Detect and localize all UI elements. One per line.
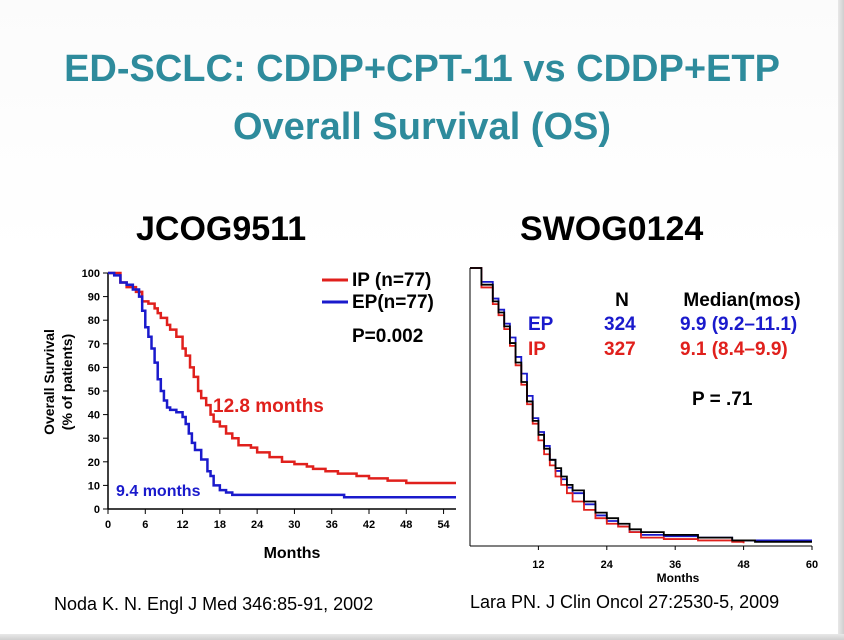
left-series-line-ip xyxy=(108,271,456,485)
left-study-label: JCOG9511 xyxy=(136,210,307,248)
right-x-tick-label: 48 xyxy=(737,559,749,571)
right-citation: Lara PN. J Clin Oncol 27:2530-5, 2009 xyxy=(470,592,780,612)
table-row-ip-arm: IP xyxy=(528,339,546,360)
left-y-tick-label: 90 xyxy=(88,292,100,304)
left-y-tick-label: 60 xyxy=(88,362,100,374)
right-km-chart: 12 24 36 48 60 Months N Median(mos) EP 324 9… xyxy=(469,267,818,585)
left-x-tick-label: 12 xyxy=(176,519,188,531)
legend-ip-label: IP (n=77) xyxy=(352,270,431,291)
left-y-tick-label: 100 xyxy=(82,268,100,280)
right-series-line-1 xyxy=(470,267,745,544)
left-p-value: P=0.002 xyxy=(352,326,423,347)
right-x-tick-label: 60 xyxy=(806,559,818,571)
table-row-ep-n: 324 xyxy=(604,314,636,335)
left-x-tick-label: 18 xyxy=(214,519,226,531)
left-x-tick-label: 36 xyxy=(326,519,338,531)
right-series-line-2 xyxy=(470,267,812,543)
slide-frame-right xyxy=(838,0,844,640)
left-x-tick-label: 42 xyxy=(363,519,375,531)
right-xlabel: Months xyxy=(657,571,700,585)
left-x-tick-label: 48 xyxy=(400,519,412,531)
right-study-label: SWOG0124 xyxy=(520,210,704,248)
table-header-median: Median(mos) xyxy=(683,290,800,311)
left-y-tick-label: 30 xyxy=(88,433,100,445)
left-x-tick-label: 0 xyxy=(105,519,111,531)
left-y-tick-label: 40 xyxy=(88,410,100,422)
left-y-tick-label: 10 xyxy=(88,480,100,492)
table-row-ep-arm: EP xyxy=(528,314,554,335)
ip-median-annotation: 12.8 months xyxy=(213,396,324,417)
left-xlabel: Months xyxy=(264,545,321,562)
legend-ep-label: EP(n=77) xyxy=(352,292,434,313)
right-x-tick-label: 36 xyxy=(669,559,681,571)
left-x-tick-label: 6 xyxy=(142,519,148,531)
left-ylabel: Overall Survival xyxy=(41,329,57,435)
table-row-ip-median: 9.1 (8.4–9.9) xyxy=(680,339,788,360)
left-x-tick-label: 24 xyxy=(251,519,264,531)
table-row-ip-n: 327 xyxy=(604,339,636,360)
right-x-tick-label: 12 xyxy=(532,559,544,571)
left-series-line-ep xyxy=(108,271,456,499)
left-ylabel2: (% of patients) xyxy=(59,334,75,430)
right-x-tick-label: 24 xyxy=(601,559,614,571)
left-x-tick-label: 30 xyxy=(288,519,300,531)
right-p-value: P = .71 xyxy=(692,389,753,410)
slide-title-line2: Overall Survival (OS) xyxy=(232,106,612,148)
slide-title-line1: ED-SCLC: CDDP+CPT-11 vs CDDP+ETP xyxy=(64,48,780,90)
table-row-ep-median: 9.9 (9.2–11.1) xyxy=(680,314,797,335)
left-y-tick-label: 0 xyxy=(94,504,100,516)
left-y-tick-label: 20 xyxy=(88,457,100,469)
left-citation: Noda K. N. Engl J Med 346:85-91, 2002 xyxy=(54,594,374,614)
left-y-tick-label: 80 xyxy=(88,315,100,327)
left-y-tick-label: 70 xyxy=(88,339,100,351)
ep-median-annotation: 9.4 months xyxy=(116,483,201,500)
left-y-tick-label: 50 xyxy=(88,386,100,398)
slide-frame-bottom xyxy=(0,634,844,640)
table-header-n: N xyxy=(615,290,629,311)
left-x-tick-label: 54 xyxy=(437,519,450,531)
left-km-chart: 0 10 20 30 40 50 60 70 80 90 100 0 6 12 18 24 30 36 42 48 54… xyxy=(41,268,456,562)
